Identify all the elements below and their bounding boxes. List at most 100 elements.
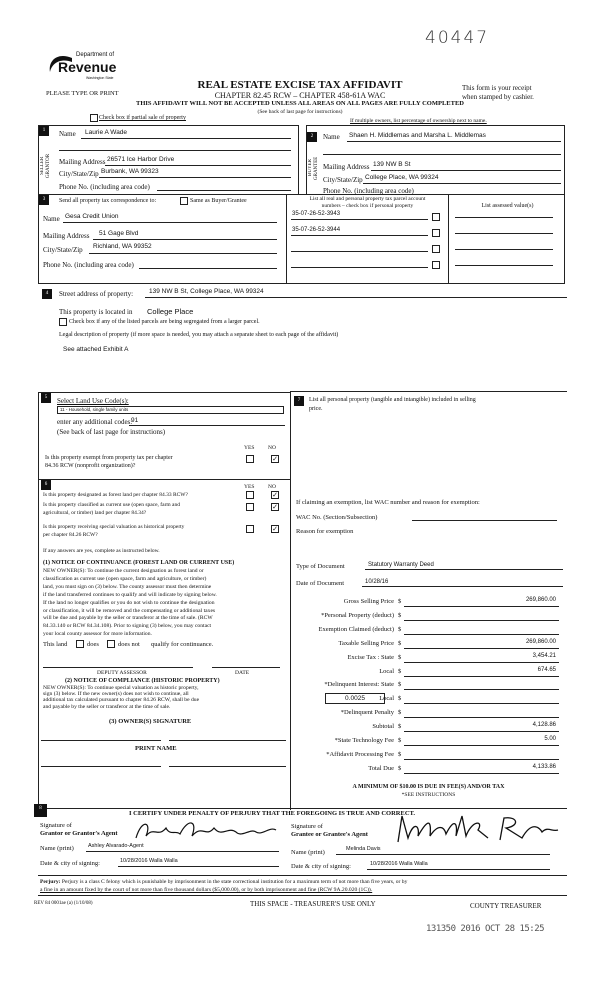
fee-line — [404, 661, 559, 663]
assessed-value-field[interactable] — [455, 217, 553, 218]
grantee-print-name[interactable]: Melinda Davis — [346, 846, 381, 852]
local-rate[interactable]: 0.0025 — [325, 693, 385, 704]
fee-line — [404, 675, 559, 677]
document-type[interactable]: Statutory Warranty Deed — [368, 562, 434, 568]
dollar-sign: $ — [398, 653, 402, 661]
additional-codes[interactable]: 91 — [131, 417, 139, 424]
notice-line: additional tax calculated pursuant to ch… — [43, 697, 200, 704]
notice-line: classification as current use (open spac… — [43, 575, 207, 582]
property-street[interactable]: 139 NW B St, College Place, WA 99324 — [149, 288, 264, 295]
dollar-sign: $ — [398, 639, 402, 647]
fee-label: *State Technology Fee — [334, 737, 394, 744]
buyer-city[interactable]: College Place, WA 99324 — [365, 174, 439, 181]
fee-value[interactable]: 5.00 — [544, 736, 556, 742]
see-back: (See back of last page for instructions) — [257, 109, 343, 115]
fee-value[interactable]: 269,860.00 — [525, 597, 556, 603]
dollar-sign: $ — [398, 681, 402, 689]
fee-label: Excise Tax : State — [347, 653, 394, 661]
fee-line — [404, 647, 559, 649]
exempt-yes-checkbox[interactable] — [246, 455, 254, 463]
fee-label: Total Due — [368, 764, 394, 772]
property-city[interactable]: College Place — [147, 307, 194, 316]
assessed-value-field[interactable] — [455, 265, 553, 266]
dollar-sign: $ — [398, 723, 402, 731]
section-1-seller: 1 SELLER GRANTOR Name Laurie A Wade Mail… — [38, 125, 299, 195]
parcel-line — [291, 219, 428, 220]
dollar-sign: $ — [398, 625, 402, 633]
fee-label: *Personal Property (deduct) — [321, 611, 394, 619]
parcel-line — [291, 251, 428, 252]
does-checkbox[interactable] — [76, 640, 84, 648]
notice-line: and payable by the seller or transferor … — [43, 703, 171, 710]
fee-line — [404, 758, 559, 760]
fee-line — [404, 703, 559, 705]
fee-line — [404, 745, 559, 746]
land-use-code-select[interactable]: 11 - Household, single family units — [57, 406, 284, 414]
dollar-sign: $ — [398, 709, 402, 717]
notice-line: if the land transferred continues to qua… — [43, 591, 217, 598]
parcel-number[interactable]: 35-07-26-52-3943 — [292, 211, 341, 217]
fee-line — [404, 606, 559, 607]
personal-property-checkbox[interactable] — [432, 229, 440, 237]
section-3-correspondence: 3 Send all property tax correspondence t… — [38, 194, 565, 284]
fee-value[interactable]: 4,133.86 — [532, 763, 556, 770]
parcel-number[interactable]: 35-07-26-52-3944 — [292, 227, 341, 233]
parcel-line — [291, 267, 428, 268]
fee-label: Exemption Claimed (deduct) — [318, 625, 394, 633]
corr-name[interactable]: Gesa Credit Union — [65, 213, 119, 220]
please-type: PLEASE TYPE OR PRINT — [46, 90, 119, 97]
personal-property-checkbox[interactable] — [432, 261, 440, 269]
fee-value[interactable]: 3,454.21 — [532, 652, 556, 659]
n1-text: NEW OWNER(S): To continue the current de… — [43, 568, 217, 639]
chapter: CHAPTER 82.45 RCW – CHAPTER 458-61A WAC — [214, 91, 386, 100]
fee-label: Taxable Selling Price — [338, 639, 394, 647]
same-as-buyer-checkbox[interactable] — [180, 197, 188, 205]
notice-line: or classification, it will be removed an… — [43, 607, 216, 614]
fee-label: Local — [379, 667, 394, 675]
fee-value[interactable]: 269,860.00 — [525, 638, 556, 645]
assessed-value-field[interactable] — [455, 233, 553, 234]
corr-mailing[interactable]: 51 Gage Blvd — [99, 230, 139, 237]
dollar-sign: $ — [398, 695, 402, 703]
fee-value[interactable]: 674.65 — [537, 666, 556, 673]
legal-description[interactable]: See attached Exhibit A — [63, 346, 129, 353]
n2-text: NEW OWNER(S): To continue special valuat… — [43, 685, 199, 710]
buyer-mailing[interactable]: 139 NW B St — [373, 161, 411, 168]
section-5-land-use: 5 Select Land Use Code(s): 11 - Househol… — [38, 392, 291, 480]
seller-name[interactable]: Laurie A Wade — [85, 129, 128, 136]
grantor-print-name[interactable]: Ashley Alvarado-Agent — [88, 843, 144, 849]
notice-line: will be due and payable by the seller or… — [43, 615, 213, 622]
notice-line: If the land no longer qualifies or you d… — [43, 599, 215, 606]
historic-yes-checkbox[interactable] — [246, 525, 254, 533]
buyer-name[interactable]: Shaen H. Middlemas and Marsha L. Middlem… — [349, 132, 486, 139]
current-use-no-checkbox[interactable]: ✓ — [271, 503, 279, 511]
notice-line: 84.33.140 or RCW 84.34.108). Prior to si… — [43, 623, 212, 630]
personal-property-checkbox[interactable] — [432, 245, 440, 253]
logo-swoosh-icon — [49, 55, 72, 72]
grantee-date-city[interactable]: 10/28/2016 Walla Walla — [370, 861, 428, 867]
does-not-checkbox[interactable] — [107, 640, 115, 648]
segregated-checkbox[interactable] — [59, 318, 67, 326]
parcel-line — [291, 235, 428, 236]
document-date[interactable]: 10/28/16 — [365, 579, 389, 585]
current-use-yes-checkbox[interactable] — [246, 503, 254, 511]
forest-yes-checkbox[interactable] — [246, 491, 254, 499]
fee-label: Local — [379, 695, 394, 703]
notice-line: NEW OWNER(S): To continue the current de… — [43, 568, 204, 574]
fee-value[interactable]: 4,128.86 — [532, 722, 556, 729]
exempt-no-checkbox[interactable]: ✓ — [271, 455, 279, 463]
assessed-value-field[interactable] — [455, 249, 553, 250]
partial-sale-checkbox[interactable] — [90, 114, 98, 122]
fee-label: *Affidavit Processing Fee — [326, 750, 394, 758]
grantor-signature[interactable] — [132, 816, 282, 844]
corr-city[interactable]: Richland, WA 99352 — [93, 243, 152, 250]
seller-mailing[interactable]: 26571 Ice Harbor Drive — [107, 156, 175, 163]
seller-city[interactable]: Burbank, WA 99323 — [101, 168, 159, 175]
dollar-sign: $ — [398, 667, 402, 675]
grantor-date-city[interactable]: 10/28/2016 Walla Walla — [120, 858, 178, 864]
forest-no-checkbox[interactable]: ✓ — [271, 491, 279, 499]
grantee-signature[interactable] — [392, 812, 562, 846]
personal-property-checkbox[interactable] — [432, 213, 440, 221]
dollar-sign: $ — [398, 750, 402, 758]
historic-no-checkbox[interactable]: ✓ — [271, 525, 279, 533]
